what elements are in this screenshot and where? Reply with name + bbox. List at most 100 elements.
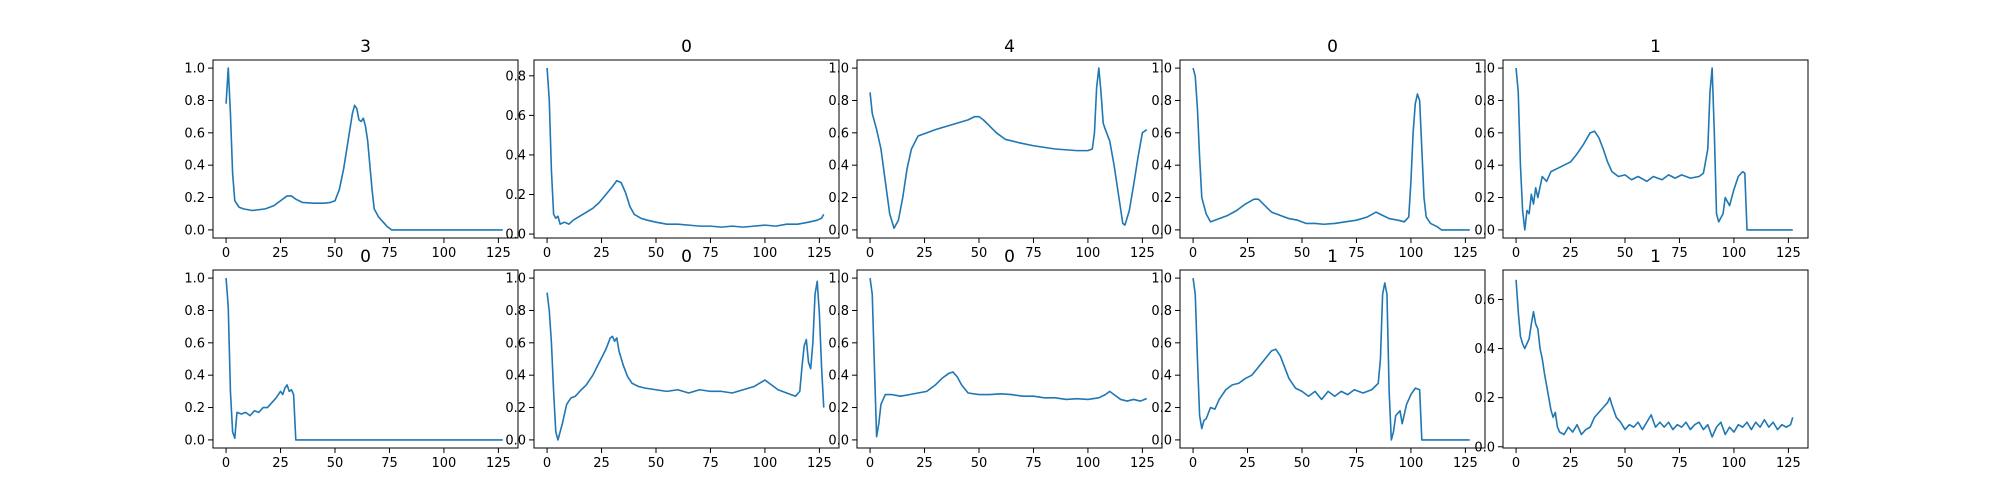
y-tick-label: 0.2 <box>1474 191 1495 206</box>
x-tick-label: 100 <box>1076 246 1101 261</box>
y-tick-label: 1.0 <box>184 272 205 287</box>
x-tick-label: 0 <box>222 246 230 261</box>
x-tick-label: 125 <box>807 246 832 261</box>
x-tick-label: 100 <box>1399 456 1424 471</box>
y-tick-label: 0.2 <box>505 188 526 203</box>
x-tick-label: 125 <box>1453 456 1478 471</box>
x-tick-label: 125 <box>1776 246 1801 261</box>
series-line <box>225 278 503 441</box>
x-tick-label: 75 <box>702 456 719 471</box>
x-tick-label: 125 <box>486 246 511 261</box>
y-tick-label: 0.0 <box>1151 433 1172 448</box>
y-tick-label: 0.6 <box>828 336 849 351</box>
axes-frame <box>1502 269 1809 449</box>
y-tick-label: 0.0 <box>505 228 526 243</box>
y-tick-label: 1.0 <box>1151 62 1172 77</box>
x-tick-label: 75 <box>1025 456 1042 471</box>
x-tick-label: 50 <box>648 246 665 261</box>
subplot-6: 0 0 25 50 75 100 125 0.0 0.2 0.4 0.6 0.8 1.0 <box>184 247 519 471</box>
subplot-8: 0 0 25 50 75 100 125 0.0 0.2 0.4 0.6 0.8 1.0 <box>828 247 1163 471</box>
x-tick-label: 0 <box>1512 246 1520 261</box>
subplot-title: 1 <box>1650 37 1661 57</box>
y-tick-label: 0.0 <box>184 223 205 238</box>
y-tick-label: 0.2 <box>1151 191 1172 206</box>
y-tick-label: 0.8 <box>1151 94 1172 109</box>
x-tick-label: 125 <box>1776 456 1801 471</box>
series-line <box>869 277 1148 438</box>
x-tick-label: 0 <box>1512 456 1520 471</box>
subplot-title: 0 <box>681 247 692 267</box>
x-tick-label: 50 <box>327 456 344 471</box>
x-tick-label: 75 <box>1025 246 1042 261</box>
y-tick-label: 0.6 <box>184 126 205 141</box>
x-tick-label: 75 <box>1348 456 1365 471</box>
x-tick-label: 75 <box>1348 246 1365 261</box>
series-line <box>869 67 1148 230</box>
y-tick-label: 0.0 <box>505 433 526 448</box>
axes-frame <box>856 59 1163 239</box>
x-tick-label: 25 <box>1562 246 1579 261</box>
y-tick-label: 0.8 <box>184 94 205 109</box>
y-tick-label: 0.8 <box>505 69 526 84</box>
y-tick-label: 0.0 <box>828 223 849 238</box>
x-tick-label: 100 <box>1399 246 1424 261</box>
x-tick-label: 125 <box>1453 246 1478 261</box>
y-tick-label: 0.4 <box>828 369 849 384</box>
x-tick-label: 25 <box>1562 456 1579 471</box>
x-tick-label: 0 <box>543 246 551 261</box>
series-line <box>546 280 825 441</box>
subplot-4: 0 0 25 50 75 100 125 0.0 0.2 0.4 0.6 0.8 1.0 <box>1151 37 1486 261</box>
x-tick-label: 25 <box>272 456 289 471</box>
x-tick-label: 25 <box>593 456 610 471</box>
x-tick-label: 125 <box>1130 246 1155 261</box>
y-tick-label: 0.4 <box>1151 369 1172 384</box>
y-tick-label: 1.0 <box>1474 62 1495 77</box>
axes-frame <box>533 59 840 239</box>
y-tick-label: 0.6 <box>828 126 849 141</box>
y-tick-label: 0.8 <box>1474 94 1495 109</box>
axes-frame <box>1179 59 1486 239</box>
x-tick-label: 75 <box>702 246 719 261</box>
y-tick-label: 0.6 <box>1151 126 1172 141</box>
y-tick-label: 0.2 <box>828 191 849 206</box>
axes-frame <box>856 269 1163 449</box>
y-tick-label: 0.0 <box>184 433 205 448</box>
x-tick-label: 0 <box>1189 456 1197 471</box>
x-tick-label: 100 <box>1722 246 1747 261</box>
x-tick-label: 50 <box>971 246 988 261</box>
y-tick-label: 0.2 <box>1151 401 1172 416</box>
y-tick-label: 0.6 <box>1474 126 1495 141</box>
subplot-2: 0 0 25 50 75 100 125 0.0 0.2 0.4 0.6 0.8 <box>505 37 840 261</box>
x-tick-label: 25 <box>916 246 933 261</box>
y-tick-label: 0.6 <box>1474 293 1495 308</box>
x-tick-label: 50 <box>648 456 665 471</box>
series-line <box>1515 67 1793 231</box>
x-tick-label: 100 <box>753 456 778 471</box>
x-tick-label: 50 <box>1617 246 1634 261</box>
y-tick-label: 0.4 <box>505 369 526 384</box>
series-line <box>1192 277 1470 441</box>
x-tick-label: 0 <box>222 456 230 471</box>
y-tick-label: 0.2 <box>828 401 849 416</box>
y-tick-label: 0.2 <box>184 191 205 206</box>
subplot-title: 0 <box>681 37 692 57</box>
x-tick-label: 0 <box>866 456 874 471</box>
series-line <box>225 67 503 231</box>
subplot-title: 1 <box>1327 247 1338 267</box>
y-tick-label: 0.4 <box>828 159 849 174</box>
y-tick-label: 0.6 <box>1151 336 1172 351</box>
x-tick-label: 25 <box>1239 246 1256 261</box>
y-tick-label: 1.0 <box>1151 272 1172 287</box>
x-tick-label: 75 <box>1671 456 1688 471</box>
x-tick-label: 75 <box>381 246 398 261</box>
y-tick-label: 0.0 <box>1474 223 1495 238</box>
y-tick-label: 0.6 <box>184 336 205 351</box>
x-tick-label: 50 <box>971 456 988 471</box>
series-line <box>1192 67 1470 231</box>
subplot-10: 1 0 25 50 75 100 125 0.0 0.2 0.4 0.6 <box>1474 247 1809 471</box>
subplot-3: 4 0 25 50 75 100 125 0.0 0.2 0.4 0.6 0.8 1.0 <box>828 37 1163 261</box>
y-tick-label: 0.2 <box>184 401 205 416</box>
y-tick-label: 0.2 <box>505 401 526 416</box>
x-tick-label: 25 <box>916 456 933 471</box>
